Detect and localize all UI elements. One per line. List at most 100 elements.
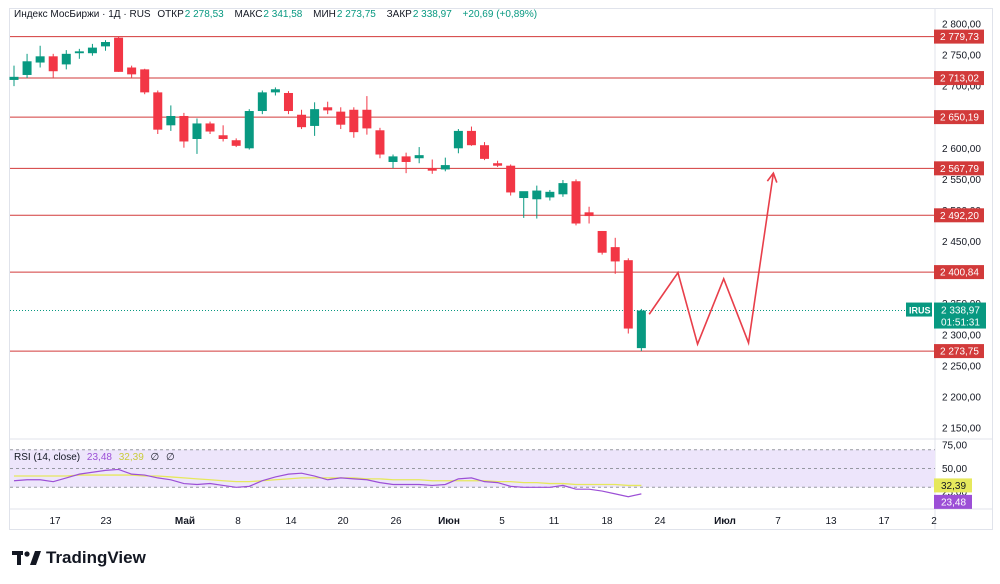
symbol-title[interactable]: Индекс МосБиржи · 1Д · RUS <box>14 9 151 20</box>
level-label-bg <box>934 71 984 86</box>
candle-body <box>362 109 372 129</box>
low-value: 2 273,75 <box>336 9 376 20</box>
x-tick-label: 17 <box>878 516 890 527</box>
candle-body <box>440 165 450 170</box>
candle-body <box>545 191 555 198</box>
candle-body <box>9 76 19 80</box>
candle-body <box>283 92 293 112</box>
level-label-bg <box>934 29 984 44</box>
level-label: 2 779,73 <box>940 32 979 43</box>
candle-body <box>427 168 437 171</box>
candle-body <box>61 53 71 65</box>
candle-body <box>349 109 359 133</box>
x-tick-label: 2 <box>931 516 937 527</box>
x-tick-label: 13 <box>825 516 837 527</box>
x-tick-label: 24 <box>654 516 666 527</box>
level-label: 2 650,19 <box>940 113 979 124</box>
level-label-bg <box>934 161 984 176</box>
level-label-bg <box>934 110 984 125</box>
close-label: ЗАКР <box>386 9 412 20</box>
rsi-title[interactable]: RSI (14, close) <box>14 452 81 463</box>
rsi-ma-line <box>14 474 642 487</box>
change-value: +20,69 (+0,89%) <box>462 9 538 20</box>
y-tick-label: 2 200,00 <box>942 392 981 403</box>
rsi-tick-label: 75,00 <box>942 441 967 452</box>
candle-body <box>323 107 333 111</box>
rsi-line <box>13 468 642 498</box>
candle-body <box>140 69 150 93</box>
x-tick-label: 7 <box>775 516 781 527</box>
x-tick-label: Июн <box>438 516 460 527</box>
y-tick-label: 2 300,00 <box>942 330 981 341</box>
candle-body <box>597 230 607 253</box>
x-tick-label: 14 <box>285 516 297 527</box>
y-tick-label: 2 550,00 <box>942 175 981 186</box>
open-label: ОТКР <box>157 9 184 20</box>
y-tick-label: 2 600,00 <box>942 144 981 155</box>
open-value: 2 278,53 <box>184 9 224 20</box>
y-tick-label: 2 800,00 <box>942 20 981 31</box>
candle-body <box>571 181 581 224</box>
rsi-axis-label: 23,48 <box>941 497 966 508</box>
close-value: 2 338,97 <box>412 9 452 20</box>
rsi-ma-axis-label: 32,39 <box>941 481 966 492</box>
x-tick-label: Май <box>175 516 195 527</box>
last-price-label: 2 338,97 <box>941 306 980 317</box>
x-tick-label: 18 <box>601 516 613 527</box>
rsi-value: 23,48 <box>86 452 112 463</box>
projection-arrowhead <box>766 171 778 183</box>
rsi-label-bg <box>934 494 972 509</box>
symbol-badge: IRUS <box>909 306 931 316</box>
candle-body <box>623 260 633 329</box>
candle-body <box>244 111 254 149</box>
candle-body <box>153 92 163 130</box>
candle-body <box>519 191 529 199</box>
candle-body <box>401 156 411 162</box>
high-value: 2 341,58 <box>263 9 303 20</box>
candle-body <box>532 190 542 200</box>
rsi-ma-value: 32,39 <box>118 452 144 463</box>
candle-body <box>100 42 110 47</box>
candle-body <box>192 123 202 139</box>
level-label: 2 400,84 <box>940 268 979 279</box>
candle-body <box>166 115 176 126</box>
low-label: МИН <box>313 9 336 20</box>
rsi-extra-1: ∅ <box>150 452 160 463</box>
candle-body <box>257 92 267 112</box>
rsi-ma-label-bg <box>934 478 972 493</box>
rsi-legend: RSI (14, close) 23,48 32,39 ∅ ∅ <box>14 452 179 463</box>
candle-body <box>375 130 385 155</box>
candle-body <box>22 61 32 75</box>
x-tick-label: 17 <box>49 516 61 527</box>
candle-body <box>310 109 320 126</box>
candle-body <box>558 183 568 195</box>
tradingview-logo-icon <box>12 551 41 565</box>
candle-body <box>218 135 228 139</box>
last-price-bg <box>934 302 986 329</box>
y-tick-label: 2 700,00 <box>942 82 981 93</box>
symbol-badge-bg <box>906 302 932 317</box>
candle-body <box>127 67 137 75</box>
candle-body <box>506 165 516 193</box>
candle-body <box>610 247 620 262</box>
candle-body <box>336 111 346 125</box>
x-tick-label: 11 <box>549 516 560 527</box>
chart-header: Индекс МосБиржи · 1Д · RUS ОТКР2 278,53 … <box>14 9 541 23</box>
candle-body <box>205 123 215 132</box>
chart-frame <box>9 8 993 530</box>
candle-body <box>48 56 58 72</box>
candle-body <box>388 156 398 162</box>
candle-body <box>231 140 241 146</box>
candle-body <box>114 37 124 72</box>
footer-logo[interactable]: TradingView <box>12 547 146 569</box>
x-tick-label: Июл <box>714 516 736 527</box>
level-label: 2 273,75 <box>940 347 979 358</box>
candle-body <box>480 145 490 159</box>
x-tick-label: 5 <box>499 516 505 527</box>
y-tick-label: 2 450,00 <box>942 237 981 248</box>
candle-body <box>74 51 84 54</box>
level-label-bg <box>934 208 984 223</box>
rsi-tick-label: 50,00 <box>942 464 967 475</box>
candle-body <box>179 115 189 142</box>
